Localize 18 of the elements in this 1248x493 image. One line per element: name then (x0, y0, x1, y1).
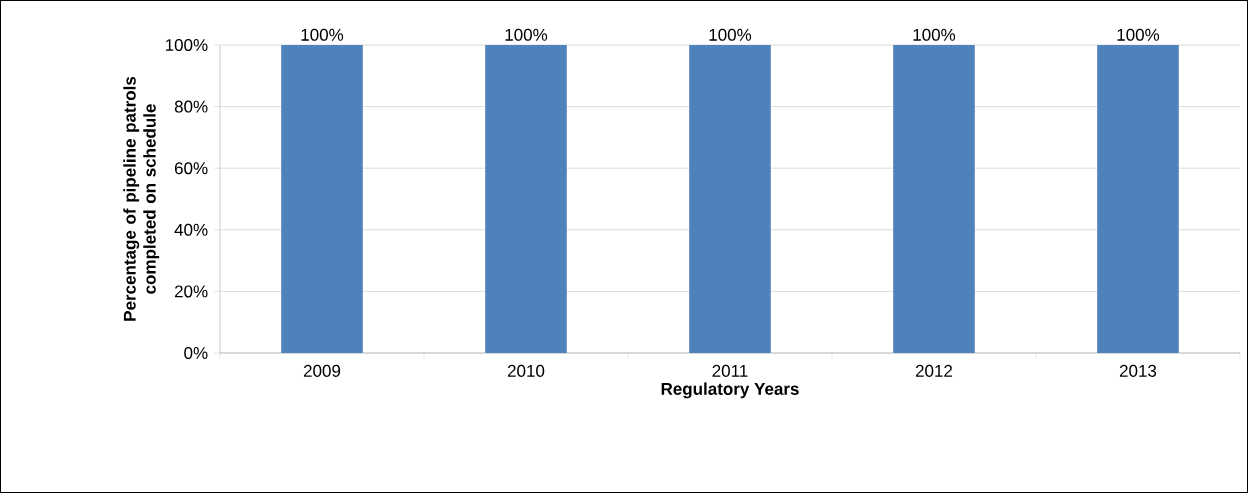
y-tick-label: 0% (184, 346, 208, 360)
x-tick-label: 2012 (915, 364, 953, 377)
data-label: 100% (301, 28, 344, 41)
x-tick-label: 2010 (507, 364, 545, 377)
x-tick-label: 2009 (303, 364, 341, 377)
y-axis-title: Percentage of pipeline patrols completed on schedule (123, 76, 160, 321)
x-tick-label: 2011 (712, 364, 748, 377)
y-tick-label: 60% (174, 162, 208, 175)
y-tick-label: 80% (174, 100, 208, 113)
y-tick-label: 100% (165, 38, 208, 52)
data-label: 100% (709, 28, 752, 41)
y-tick-label: 20% (174, 285, 208, 298)
y-tick-label: 40% (174, 223, 208, 236)
data-label: 100% (1117, 28, 1160, 41)
x-axis-title: Regulatory Years (661, 382, 799, 399)
data-label: 100% (913, 28, 956, 41)
data-label: 100% (505, 28, 548, 41)
x-tick-label: 2013 (1119, 364, 1157, 377)
